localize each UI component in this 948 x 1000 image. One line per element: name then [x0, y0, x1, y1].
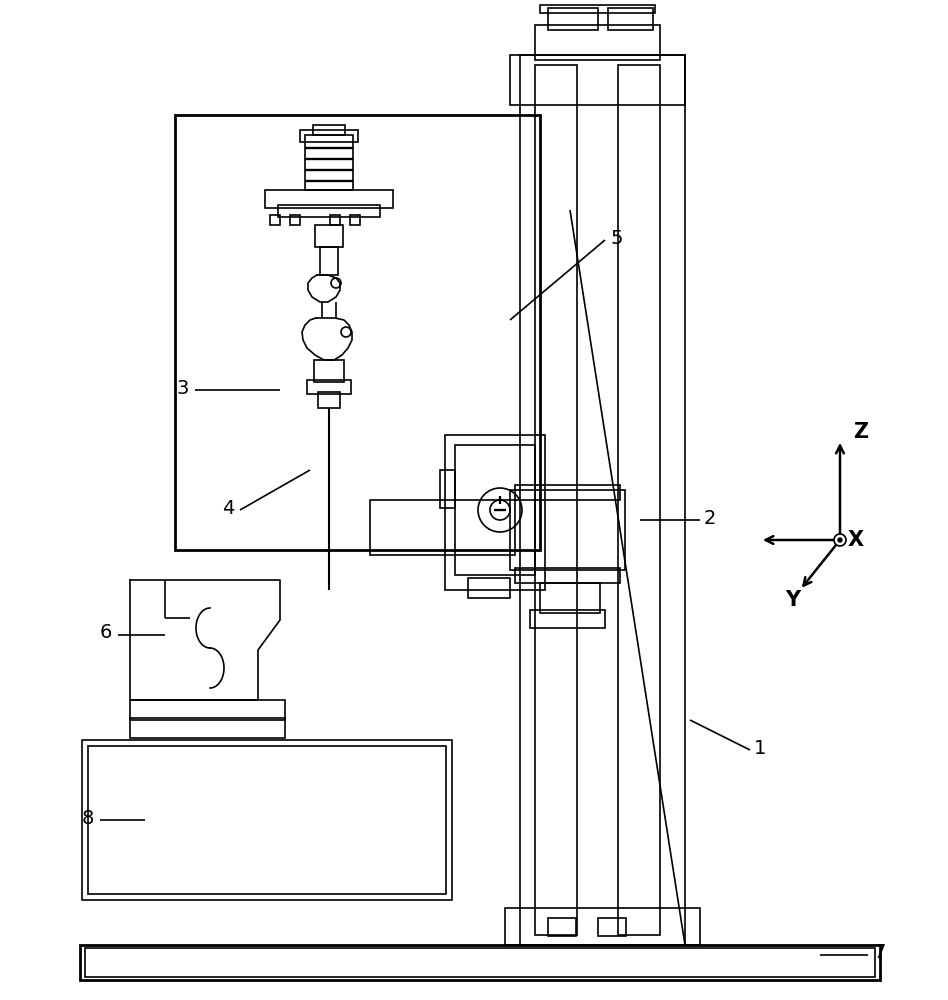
Bar	[505, 908, 700, 945]
Bar	[608, 8, 653, 30]
Bar	[300, 130, 358, 142]
Bar	[548, 918, 576, 936]
Bar	[445, 435, 545, 590]
Bar	[318, 392, 340, 408]
Bar	[515, 485, 620, 500]
Bar	[350, 215, 360, 225]
Bar	[530, 610, 605, 628]
Text: X: X	[848, 530, 865, 550]
Bar	[540, 5, 655, 13]
Bar	[320, 247, 338, 275]
Bar	[540, 583, 600, 613]
Text: 7: 7	[874, 944, 886, 962]
Text: 1: 1	[754, 738, 766, 758]
Bar	[82, 740, 452, 900]
Bar	[370, 500, 515, 555]
Bar	[130, 700, 285, 720]
Bar	[80, 945, 880, 980]
Text: 3: 3	[177, 378, 190, 397]
Bar	[85, 948, 875, 977]
Bar	[315, 225, 343, 247]
Bar	[130, 718, 285, 738]
Text: 6: 6	[100, 624, 112, 643]
Bar	[598, 918, 626, 936]
Bar	[314, 360, 344, 382]
Bar	[535, 25, 660, 60]
Bar	[330, 215, 340, 225]
Circle shape	[838, 538, 842, 542]
Bar	[88, 746, 446, 894]
Bar	[618, 65, 660, 935]
Circle shape	[834, 534, 846, 546]
Bar	[510, 55, 685, 105]
Bar	[535, 65, 577, 935]
Bar	[510, 490, 625, 570]
Bar	[290, 215, 300, 225]
Bar	[278, 205, 380, 217]
Bar	[520, 55, 685, 945]
Bar	[468, 578, 510, 598]
Bar	[548, 8, 598, 30]
Text: Y: Y	[786, 590, 800, 610]
Text: 2: 2	[703, 508, 716, 528]
Bar	[515, 568, 620, 583]
Text: 8: 8	[82, 808, 94, 828]
Bar	[455, 445, 535, 575]
Bar	[440, 470, 455, 508]
Bar	[270, 215, 280, 225]
Text: 5: 5	[611, 229, 623, 247]
Bar	[313, 125, 345, 135]
Bar	[307, 380, 351, 394]
Bar	[265, 190, 393, 208]
Text: 4: 4	[222, 498, 234, 518]
Text: Z: Z	[853, 422, 868, 442]
Bar	[175, 115, 540, 550]
Bar	[305, 135, 353, 190]
